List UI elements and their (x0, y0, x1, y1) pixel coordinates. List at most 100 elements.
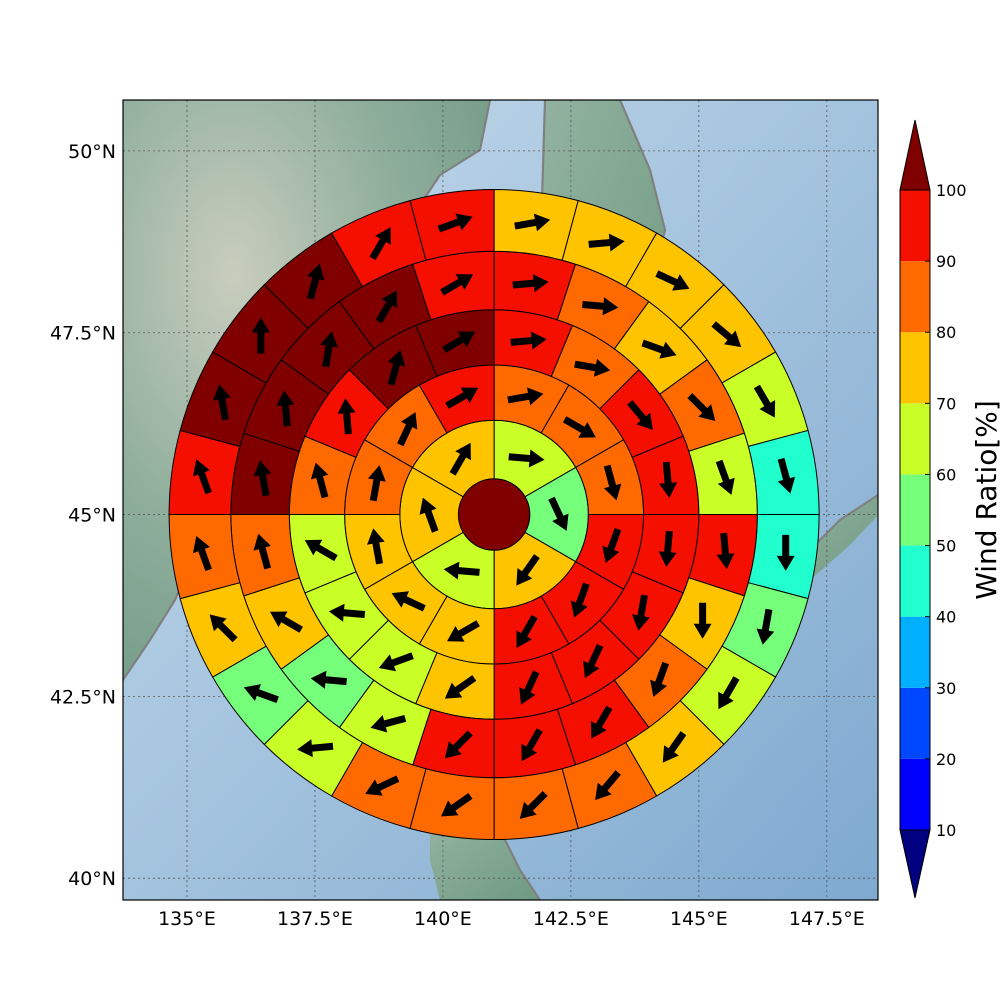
y-tick-label: 50°N (68, 141, 116, 163)
colorbar-tick-label: 80 (936, 323, 956, 342)
colorbar-segment (900, 261, 930, 333)
wind-arrow (519, 670, 540, 705)
wind-arrow (441, 793, 473, 817)
wind-arrow (519, 791, 548, 819)
colorbar-tick-label: 60 (936, 465, 956, 484)
y-tick-label: 45°N (68, 505, 116, 527)
wind-arrow (443, 561, 480, 580)
wind-arrow (320, 331, 338, 368)
colorbar-segment (900, 190, 930, 262)
colorbar-tick-label: 90 (936, 252, 956, 271)
wind-arrow (444, 675, 477, 699)
wind-arrow (440, 274, 474, 296)
wind-arrow (777, 457, 796, 494)
colorbar-extend-max (899, 119, 931, 191)
wind-arrow (756, 608, 775, 645)
colorbar-tick-label: 20 (936, 750, 956, 769)
wind-arrow (391, 591, 426, 612)
x-tick-label: 140°E (414, 908, 472, 930)
wind-arrow (328, 603, 366, 622)
land-honshu (430, 820, 540, 900)
colorbar-segment (900, 758, 930, 830)
wind-arrow (516, 614, 538, 648)
y-tick-label: 47.5°N (50, 323, 116, 345)
colorbar-segment (900, 474, 930, 546)
wind-arrow (397, 412, 418, 447)
wind-arrow (632, 594, 650, 631)
colorbar-segment (900, 403, 930, 475)
wind-arrow (711, 321, 742, 348)
colorbar-tick-label: 10 (936, 821, 956, 840)
wind-arrow (370, 715, 407, 733)
wind-arrow (310, 462, 329, 499)
land-mainland-asia (123, 100, 490, 680)
wind-arrow (641, 339, 677, 359)
colorbar-tick-label: 100 (936, 181, 967, 200)
colorbar: 10 20 30 40 50 60 70 80 90 100 (899, 119, 967, 899)
wind-arrow (445, 387, 479, 409)
wind-arrow (562, 416, 596, 438)
wind-arrow (387, 349, 406, 386)
wind-arrow (375, 290, 398, 324)
x-axis-ticks: 135°E 137.5°E 140°E 142.5°E 145°E 147.5°E (158, 908, 865, 930)
wind-arrow (310, 670, 347, 689)
wind-arrow (270, 611, 303, 633)
wind-arrow (687, 393, 716, 421)
wind-arrow (276, 390, 295, 427)
wind-arrow (603, 464, 622, 501)
wind-arrow (251, 317, 270, 354)
map-frame (122, 99, 879, 901)
wind-arrow (193, 536, 212, 571)
wind-arrow (521, 728, 543, 762)
colorbar-segment (900, 616, 930, 688)
colorbar-segment (900, 332, 930, 404)
wind-arrow (512, 274, 549, 293)
wind-arrow (253, 460, 272, 497)
wind-arrow (508, 449, 545, 468)
wind-arrow (715, 459, 735, 495)
wind-arrow (570, 582, 590, 618)
wind-ratio-sectors (168, 189, 820, 841)
x-tick-label: 145°E (670, 908, 728, 930)
wind-arrow (510, 331, 547, 350)
wind-arrow (716, 532, 735, 570)
colorbar-frame (899, 189, 931, 831)
wind-arrow (213, 384, 231, 421)
wind-arrow (437, 213, 473, 233)
wind-arrow (449, 442, 471, 476)
wind-arrow (753, 384, 776, 418)
colorbar-tick-label: 40 (936, 608, 956, 627)
wind-arrow (595, 770, 621, 801)
x-tick-label: 137.5°E (277, 908, 353, 930)
colorbar-label: Wind Ratio[%] (970, 400, 1000, 600)
wind-arrow (658, 530, 677, 567)
wind-arrow (447, 620, 480, 642)
colorbar-tick-label: 50 (936, 537, 956, 556)
wind-arrow (444, 730, 473, 759)
wind-arrow (650, 661, 669, 697)
x-tick-label: 142.5°E (533, 908, 609, 930)
wind-arrow (507, 387, 544, 406)
y-tick-label: 42.5°N (50, 686, 116, 708)
wind-arrow (574, 358, 611, 377)
wind-arrow (591, 705, 613, 739)
wind-arrow (659, 461, 678, 498)
colorbar-tick-label: 30 (936, 679, 956, 698)
wind-arrow (378, 652, 414, 672)
wind-arrow (253, 533, 271, 570)
wind-arrow (662, 731, 687, 763)
y-axis-ticks: 40°N 42.5°N 45°N 47.5°N 50°N (50, 141, 116, 890)
wind-arrow (297, 739, 334, 758)
wind-arrow (209, 614, 238, 643)
wind-arrow (548, 496, 569, 531)
wind-arrow (776, 534, 795, 571)
wind-arrow (583, 644, 604, 679)
wind-arrow (514, 213, 551, 232)
wind-arrow (718, 676, 740, 710)
wind-arrow (304, 539, 338, 562)
wind-arrow (243, 684, 279, 703)
wind-arrow (582, 297, 619, 316)
wind-arrow (369, 227, 391, 261)
wind-direction-arrows (193, 213, 796, 819)
